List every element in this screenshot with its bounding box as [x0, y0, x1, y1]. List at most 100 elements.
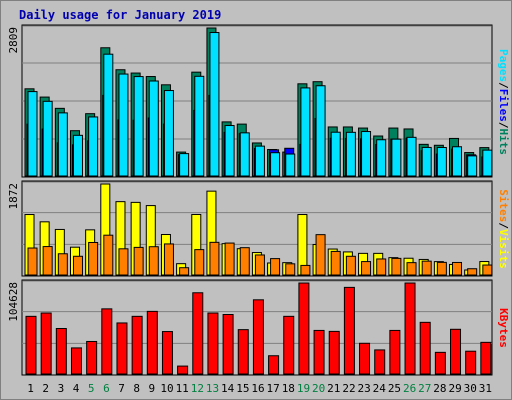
- bar-sites: [436, 261, 447, 276]
- x-tick-label: 7: [118, 382, 125, 395]
- x-tick-label: 19: [297, 382, 310, 395]
- bars-visits-sites: [24, 183, 493, 276]
- bar-sites: [361, 261, 372, 276]
- y-max-label: 2809: [7, 27, 20, 54]
- bar-kbytes: [55, 328, 67, 375]
- bar-kbytes: [192, 292, 204, 375]
- bar-sites: [285, 263, 296, 276]
- bar-sites: [118, 248, 129, 276]
- bar-kbytes: [70, 347, 82, 375]
- bar-pages: [148, 80, 159, 177]
- bar-pages: [209, 32, 220, 177]
- bar-kbytes: [207, 312, 219, 375]
- legend-label: KBytes: [497, 308, 510, 348]
- x-tick-label: 2: [42, 382, 49, 395]
- x-tick-label: 14: [221, 382, 235, 395]
- bar-pages: [42, 100, 53, 177]
- bar-sites: [209, 241, 220, 276]
- bar-kbytes: [177, 365, 189, 375]
- bar-pages: [57, 112, 68, 177]
- bar-kbytes: [298, 282, 310, 375]
- bar-pages: [482, 149, 493, 177]
- x-tick-label: 10: [160, 382, 173, 395]
- x-tick-label: 15: [236, 382, 249, 395]
- bar-sites: [482, 264, 493, 276]
- bar-sites: [452, 261, 463, 276]
- x-tick-label: 9: [149, 382, 156, 395]
- bar-sites: [148, 246, 159, 276]
- bar-kbytes: [161, 331, 173, 375]
- x-tick-label: 11: [176, 382, 189, 395]
- chart-title: Daily usage for January 2019: [19, 8, 221, 22]
- bar-kbytes: [146, 310, 158, 375]
- bar-kbytes: [389, 329, 401, 375]
- legend-part: Files: [497, 89, 510, 122]
- bar-kbytes: [343, 286, 355, 375]
- bar-kbytes: [374, 349, 386, 375]
- bar-pages: [103, 53, 114, 177]
- bar-pages: [163, 90, 174, 177]
- bars-hits-files-pages: [24, 27, 493, 177]
- bar-pages: [421, 146, 432, 177]
- bar-sites: [88, 241, 99, 276]
- x-tick-label: 13: [206, 382, 219, 395]
- bar-pages: [27, 91, 38, 177]
- bar-sites: [421, 260, 432, 276]
- bar-pages: [406, 136, 417, 177]
- bar-pages: [239, 132, 250, 177]
- bar-kbytes: [116, 322, 128, 375]
- bar-sites: [194, 249, 205, 276]
- bar-kbytes: [237, 329, 249, 375]
- bar-kbytes: [434, 351, 446, 375]
- x-tick-label: 29: [448, 382, 461, 395]
- bar-pages: [315, 85, 326, 177]
- x-tick-label: 3: [58, 382, 65, 395]
- bar-kbytes: [404, 282, 416, 375]
- x-tick-label: 27: [418, 382, 431, 395]
- y-max-label: 104628: [7, 282, 20, 322]
- bar-kbytes: [40, 312, 52, 375]
- bar-kbytes: [222, 314, 234, 375]
- bar-pages: [194, 75, 205, 177]
- bar-kbytes: [359, 342, 371, 375]
- legend-part: Hits: [497, 129, 510, 156]
- bar-sites: [315, 234, 326, 276]
- legend-label: Sites/Visits: [497, 189, 510, 269]
- legend-part: Pages: [497, 49, 510, 82]
- bar-pages: [330, 131, 341, 177]
- x-tick-label: 24: [373, 382, 387, 395]
- bar-kbytes: [419, 321, 431, 375]
- bar-pages: [72, 134, 83, 177]
- bar-pages: [179, 153, 190, 177]
- x-tick-label: 23: [358, 382, 371, 395]
- bar-pages: [436, 146, 447, 177]
- legend-part: KBytes: [497, 308, 510, 348]
- bar-sites: [179, 267, 190, 276]
- bar-sites: [270, 258, 281, 276]
- bar-sites: [254, 254, 265, 276]
- bar-pages: [270, 152, 281, 177]
- x-tick-label: 17: [267, 382, 280, 395]
- bar-pages: [345, 131, 356, 177]
- bar-sites: [345, 255, 356, 276]
- x-tick-label: 20: [312, 382, 325, 395]
- y-max-label: 1872: [7, 183, 20, 210]
- x-tick-label: 28: [433, 382, 446, 395]
- x-tick-label: 26: [403, 382, 416, 395]
- bar-sites: [224, 242, 235, 276]
- bar-pages: [300, 87, 311, 177]
- bar-kbytes: [450, 328, 462, 375]
- legend-part: /: [497, 82, 510, 89]
- bar-kbytes: [283, 315, 295, 375]
- x-tick-label: 16: [251, 382, 264, 395]
- legend-part: /: [497, 222, 510, 229]
- legend-label: Pages/Files/Hits: [497, 49, 510, 155]
- bar-pages: [254, 145, 265, 177]
- bar-sites: [330, 250, 341, 276]
- x-tick-label: 18: [282, 382, 295, 395]
- bar-kbytes: [86, 340, 98, 375]
- x-tick-label: 22: [342, 382, 355, 395]
